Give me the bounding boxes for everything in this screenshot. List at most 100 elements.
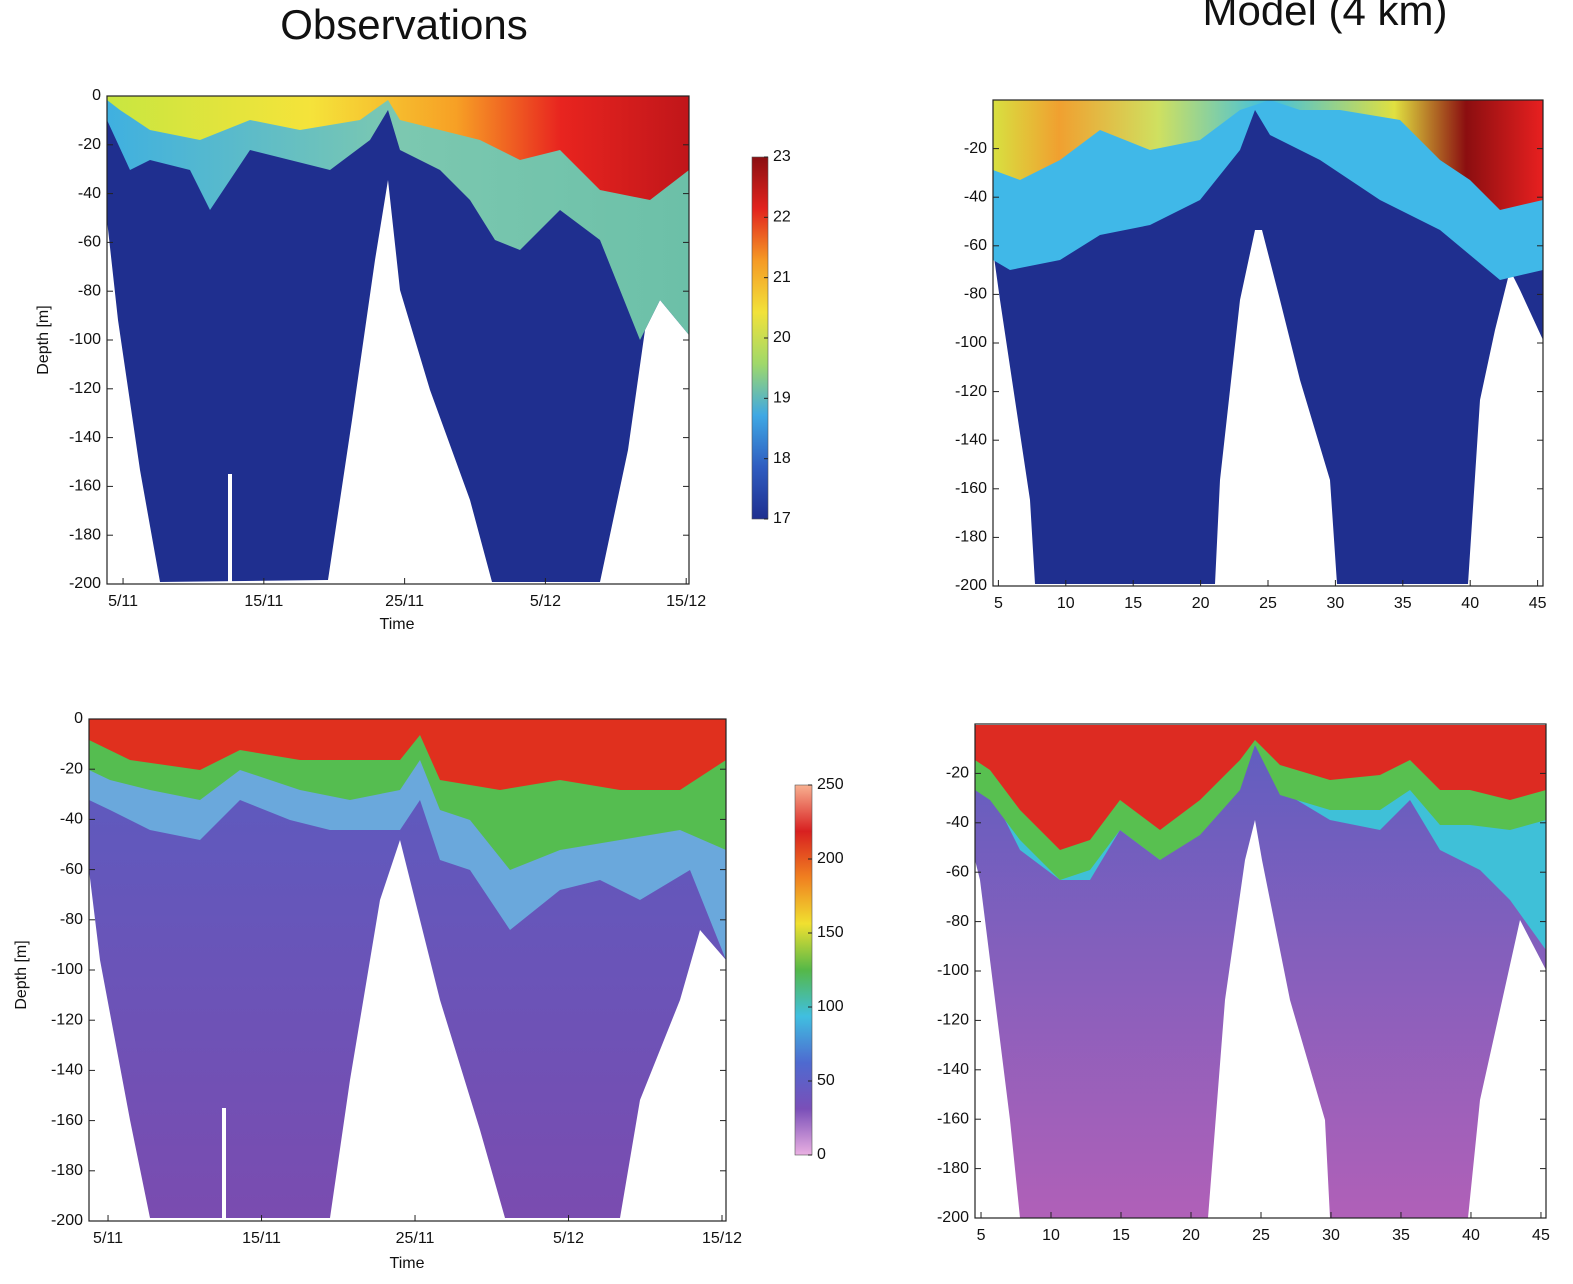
x-tick-label: 25 (1252, 1227, 1270, 1244)
y-tick-label: -160 (937, 1110, 969, 1127)
x-tick-label: 30 (1327, 595, 1345, 612)
field-deep (975, 725, 1546, 1218)
y-tick-label: -40 (60, 811, 83, 828)
field-mid (107, 96, 689, 340)
y-tick-label: -80 (60, 911, 83, 928)
y-tick-label: -100 (955, 334, 987, 351)
colorbar-tick-label: 0 (817, 1146, 826, 1163)
y-tick-label: -140 (51, 1062, 83, 1079)
x-tick-label: 5/12 (553, 1230, 584, 1247)
colorbar-tick-label: 23 (773, 148, 791, 165)
x-tick-label: 45 (1532, 1227, 1550, 1244)
y-tick-label: 0 (92, 87, 101, 104)
field-top (89, 719, 726, 790)
y-tick-label: -180 (51, 1162, 83, 1179)
y-tick-label: -100 (69, 331, 101, 348)
x-tick-label: 5/11 (93, 1230, 123, 1247)
colorbar-tick-label: 18 (773, 450, 791, 467)
data-gap (228, 474, 232, 584)
x-tick-label: 15/12 (702, 1230, 742, 1247)
field-top (993, 100, 1543, 210)
y-tick-label: -20 (964, 140, 987, 157)
colorbar-tick-label: 250 (817, 776, 844, 793)
x-tick-label: 25 (1259, 595, 1277, 612)
y-tick-label: -160 (69, 478, 101, 495)
colorbar-tick-label: 50 (817, 1072, 835, 1089)
y-tick-label: -200 (69, 575, 101, 592)
field-mid (993, 100, 1543, 280)
x-tick-label: 35 (1394, 595, 1412, 612)
x-tick-label: 15 (1112, 1227, 1130, 1244)
y-tick-label: -20 (78, 136, 101, 153)
field-top (107, 96, 689, 200)
x-tick-label: 5 (994, 595, 1003, 612)
y-tick-label: -120 (51, 1011, 83, 1028)
field-layers (89, 96, 1546, 1218)
colorbar-tick-label: 200 (817, 850, 844, 867)
y-tick-label: -100 (51, 961, 83, 978)
x-axis-label: Time (380, 616, 415, 633)
y-tick-label: -120 (937, 1012, 969, 1029)
x-tick-label: 25/11 (385, 593, 424, 610)
y-tick-label: -80 (78, 282, 101, 299)
x-tick-label: 40 (1462, 1227, 1480, 1244)
y-tick-label: -200 (51, 1212, 83, 1229)
y-tick-label: -160 (51, 1112, 83, 1129)
y-tick-label: -60 (964, 237, 987, 254)
x-tick-label: 15 (1124, 595, 1142, 612)
x-tick-label: 5/12 (530, 593, 561, 610)
y-tick-label: -200 (937, 1209, 969, 1226)
x-tick-label: 15/12 (666, 593, 706, 610)
x-tick-label: 20 (1182, 1227, 1200, 1244)
y-tick-label: -160 (955, 480, 987, 497)
x-tick-label: 5/11 (108, 593, 138, 610)
x-axis-label: Time (390, 1255, 425, 1272)
y-tick-label: -40 (78, 185, 101, 202)
x-tick-label: 15/11 (244, 593, 283, 610)
y-tick-label: -140 (69, 429, 101, 446)
colorbar-tick-label: 17 (773, 510, 791, 527)
y-tick-label: -40 (946, 814, 969, 831)
field-top (975, 725, 1546, 850)
x-tick-label: 10 (1042, 1227, 1060, 1244)
colorbar-tick-label: 22 (773, 209, 791, 226)
data-gap (222, 1108, 226, 1218)
y-tick-label: -60 (60, 861, 83, 878)
y-tick-label: -180 (69, 526, 101, 543)
y-tick-label: -40 (964, 188, 987, 205)
x-tick-label: 5 (977, 1227, 986, 1244)
y-tick-label: -80 (964, 286, 987, 303)
column-title: Observations (280, 1, 527, 48)
colorbar-tick-label: 19 (773, 390, 791, 407)
y-tick-label: -120 (69, 380, 101, 397)
y-tick-label: -140 (937, 1061, 969, 1078)
x-tick-label: 45 (1529, 595, 1547, 612)
x-tick-label: 35 (1392, 1227, 1410, 1244)
y-tick-label: -20 (60, 760, 83, 777)
y-tick-label: -60 (78, 234, 101, 251)
colorbar-tick-label: 21 (773, 269, 791, 286)
y-tick-label: -100 (937, 962, 969, 979)
x-tick-label: 20 (1192, 595, 1210, 612)
y-tick-label: -60 (946, 863, 969, 880)
colorbar-tick-label: 100 (817, 998, 844, 1015)
colorbar (794, 784, 813, 1156)
x-tick-label: 10 (1057, 595, 1075, 612)
x-tick-label: 40 (1461, 595, 1479, 612)
x-tick-label: 30 (1322, 1227, 1340, 1244)
colorbar-tick-label: 150 (817, 924, 844, 941)
x-tick-label: 25/11 (396, 1230, 435, 1247)
column-title: Model (4 km) (1202, 0, 1447, 34)
y-tick-label: -180 (937, 1160, 969, 1177)
x-tick-label: 15/11 (242, 1230, 281, 1247)
y-tick-label: 0 (74, 710, 83, 727)
y-tick-label: -200 (955, 577, 987, 594)
y-tick-label: -180 (955, 529, 987, 546)
colorbar-tick-label: 20 (773, 329, 791, 346)
y-tick-label: -140 (955, 431, 987, 448)
y-axis-label: Depth [m] (13, 940, 30, 1009)
y-tick-label: -120 (955, 383, 987, 400)
y-tick-label: -80 (946, 913, 969, 930)
y-tick-label: -20 (946, 765, 969, 782)
